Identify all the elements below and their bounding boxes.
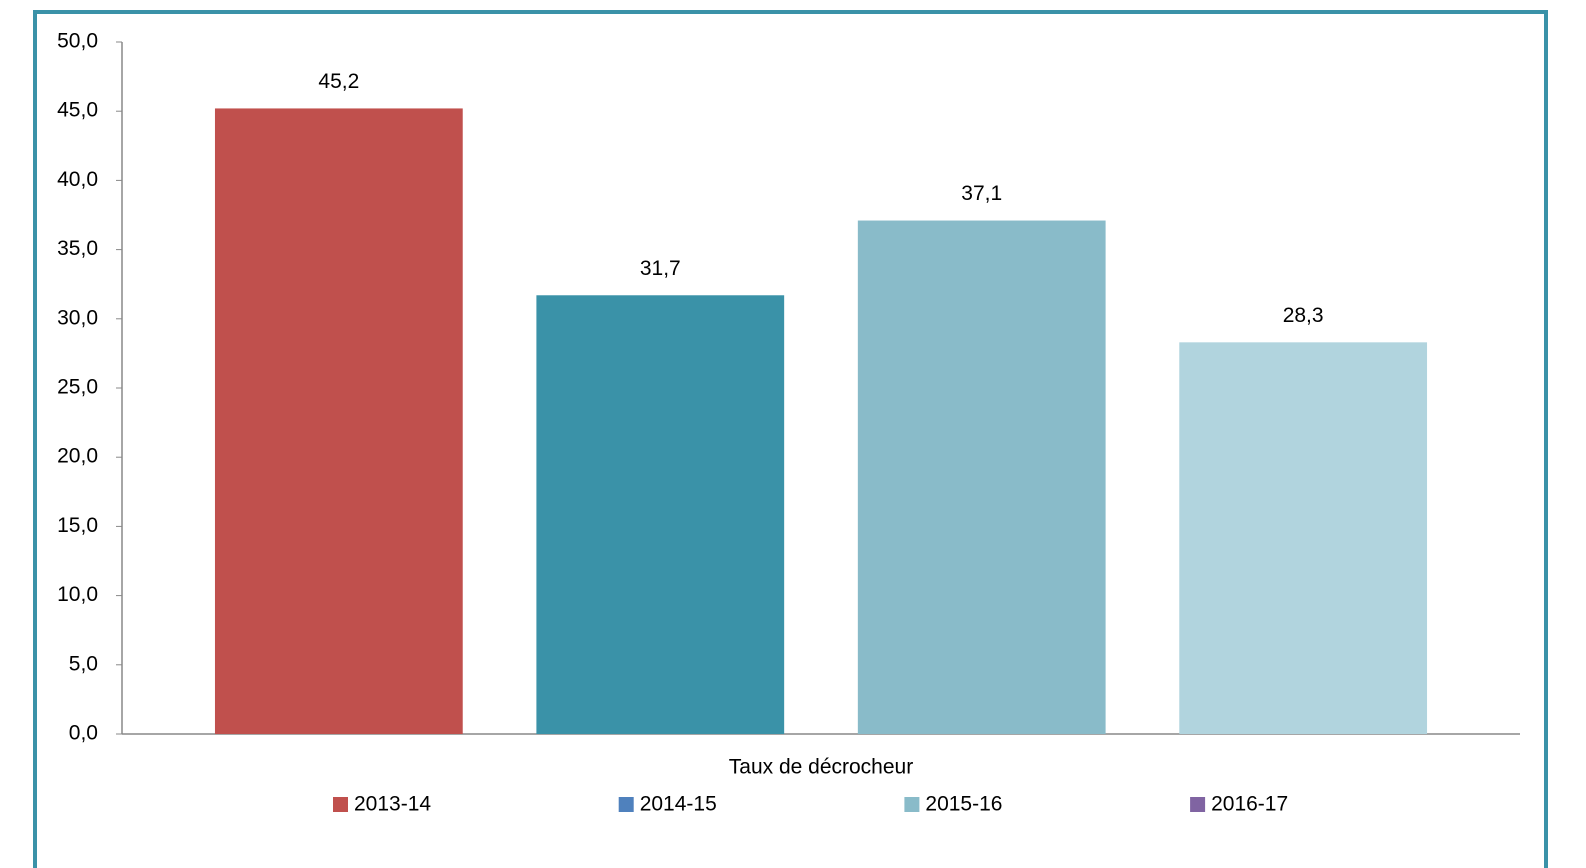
bar bbox=[1179, 342, 1428, 734]
legend-label: 2013-14 bbox=[354, 793, 431, 816]
y-tick-label: 45,0 bbox=[57, 99, 98, 122]
y-tick-label: 5,0 bbox=[69, 652, 98, 675]
y-tick-label: 50,0 bbox=[57, 30, 98, 53]
legend-label: 2014-15 bbox=[640, 793, 717, 816]
y-tick-label: 30,0 bbox=[57, 306, 98, 329]
y-tick-label: 15,0 bbox=[57, 514, 98, 537]
y-tick-label: 10,0 bbox=[57, 583, 98, 606]
data-label: 45,2 bbox=[318, 70, 359, 93]
legend-label: 2016-17 bbox=[1211, 793, 1288, 816]
y-tick-label: 35,0 bbox=[57, 237, 98, 260]
bar bbox=[857, 220, 1106, 734]
data-label: 31,7 bbox=[640, 257, 681, 280]
legend-swatch bbox=[618, 797, 634, 812]
legend-swatch bbox=[333, 797, 348, 812]
legend-label: 2015-16 bbox=[925, 793, 1002, 816]
frame bbox=[33, 10, 1548, 868]
bar bbox=[214, 108, 463, 734]
y-tick-label: 0,0 bbox=[69, 722, 98, 745]
legend-swatch bbox=[1190, 797, 1206, 812]
y-tick-label: 20,0 bbox=[57, 445, 98, 468]
data-label: 37,1 bbox=[961, 182, 1002, 205]
bar bbox=[536, 295, 785, 734]
data-label: 28,3 bbox=[1283, 304, 1324, 327]
legend-swatch bbox=[904, 797, 920, 812]
y-tick-label: 40,0 bbox=[57, 168, 98, 191]
y-tick-label: 25,0 bbox=[57, 376, 98, 399]
x-axis-label: Taux de décrocheur bbox=[729, 756, 913, 779]
